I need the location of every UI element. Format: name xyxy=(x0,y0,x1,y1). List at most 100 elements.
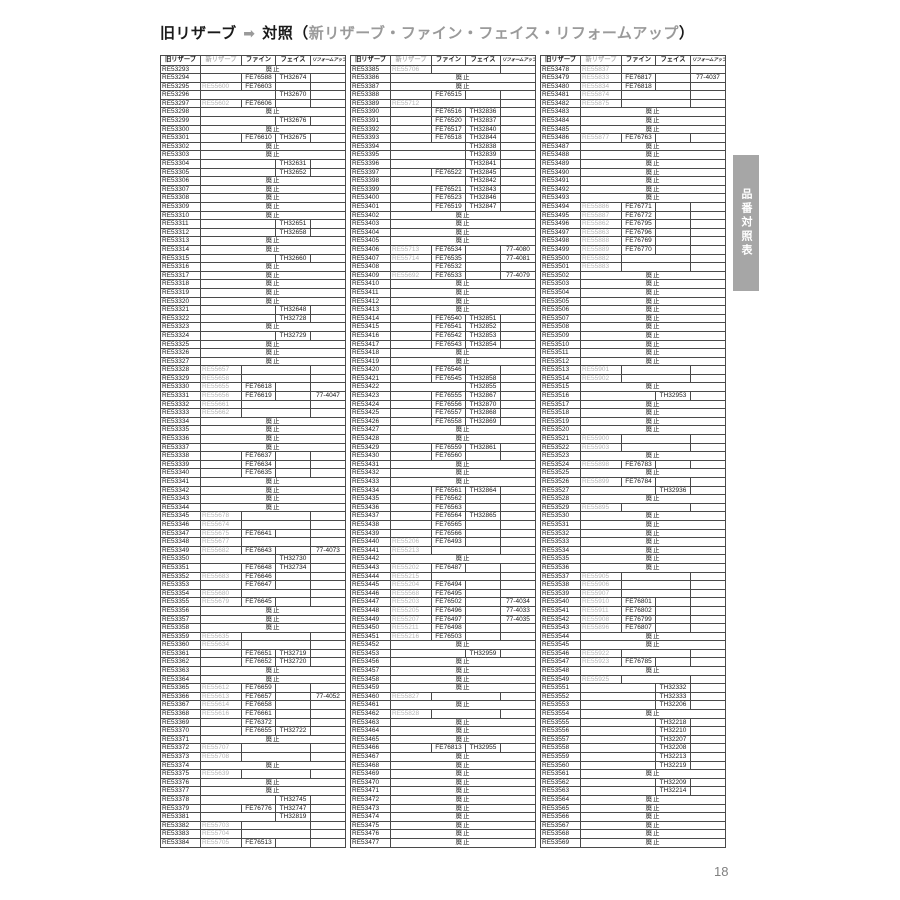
empty-cell xyxy=(500,399,536,410)
new-reserve-code: RE55911 xyxy=(580,605,622,616)
empty-cell xyxy=(500,116,536,126)
table-row: RE53544 廃止 xyxy=(540,631,726,642)
face-code: TH32648 xyxy=(275,305,311,315)
old-reserve-code: RE53449 xyxy=(350,614,391,625)
face-code: TH32333 xyxy=(655,691,691,702)
empty-cell xyxy=(690,477,726,487)
empty-cell xyxy=(200,657,242,668)
old-reserve-code: RE53442 xyxy=(350,554,391,564)
new-reserve-code: RE55705 xyxy=(200,837,242,848)
discontinued-cell: 廃止 xyxy=(580,167,726,178)
table-header-row: 旧リザーブ 新リザーブ ファイン フェイス リフォームアップ xyxy=(350,55,536,66)
empty-cell xyxy=(690,760,726,771)
fine-code: FE76498 xyxy=(431,623,466,633)
table-row: RE53488 廃止 xyxy=(540,150,726,161)
new-reserve-code: RE55679 xyxy=(200,597,242,607)
empty-cell xyxy=(310,90,346,100)
empty-cell xyxy=(500,442,536,453)
table-row: RE53419 廃止 xyxy=(350,356,536,367)
table-row: RE53308 廃止 xyxy=(160,193,346,203)
empty-cell xyxy=(500,502,536,513)
table-row: RE53469 廃止 xyxy=(350,769,536,779)
old-reserve-code: RE53422 xyxy=(350,382,391,393)
table-row: RE53482 RE55875 xyxy=(540,98,726,109)
old-reserve-code: RE53404 xyxy=(350,227,391,238)
fine-code: FE76564 xyxy=(431,511,466,521)
empty-cell xyxy=(275,528,311,539)
empty-cell xyxy=(500,519,536,530)
table-row: RE53477 廃止 xyxy=(350,837,536,848)
empty-cell xyxy=(200,313,276,324)
empty-cell xyxy=(500,141,536,152)
old-reserve-code: RE53554 xyxy=(540,709,581,719)
table-row: RE53565 廃止 xyxy=(540,803,726,814)
table-row: RE53480 RE55834 FE76818 xyxy=(540,81,726,92)
face-code: TH32841 xyxy=(465,159,501,169)
old-reserve-code: RE53513 xyxy=(540,365,581,375)
empty-cell xyxy=(500,580,536,590)
old-reserve-code: RE53338 xyxy=(160,451,201,461)
new-reserve-code: RE55899 xyxy=(580,477,622,487)
table-row: RE53420 FE76546 xyxy=(350,365,536,375)
empty-cell xyxy=(390,519,432,530)
fine-code: FE76542 xyxy=(431,330,466,341)
old-reserve-code: RE53413 xyxy=(350,305,391,315)
table-row: RE53539 RE55907 xyxy=(540,588,726,599)
table-row: RE53403 廃止 xyxy=(350,219,536,229)
old-reserve-code: RE53508 xyxy=(540,322,581,332)
empty-cell xyxy=(500,416,536,427)
table-row: RE53382 RE55703 xyxy=(160,820,346,831)
discontinued-cell: 廃止 xyxy=(580,193,726,203)
fine-code: FE76796 xyxy=(621,227,656,238)
discontinued-cell: 廃止 xyxy=(580,184,726,195)
sidebar-tab-part-number-index[interactable]: 品番対照表 xyxy=(733,155,759,291)
empty-cell xyxy=(690,726,726,736)
empty-cell xyxy=(690,434,726,444)
old-reserve-code: RE53366 xyxy=(160,691,201,702)
empty-cell xyxy=(200,717,242,728)
fine-code: FE76784 xyxy=(621,477,656,487)
table-row: RE53457 廃止 xyxy=(350,666,536,676)
fine-code: FE76658 xyxy=(241,700,276,711)
discontinued-cell: 廃止 xyxy=(200,614,346,625)
empty-cell xyxy=(500,365,536,375)
fine-code: FE76565 xyxy=(431,519,466,530)
new-reserve-code: RE55657 xyxy=(200,365,242,375)
table-row: RE53552 TH32333 xyxy=(540,691,726,702)
empty-cell xyxy=(390,494,432,504)
fine-code: FE76637 xyxy=(241,451,276,461)
empty-cell xyxy=(500,545,536,556)
empty-cell xyxy=(310,657,346,668)
new-reserve-code: RE55207 xyxy=(390,614,432,625)
discontinued-cell: 廃止 xyxy=(580,176,726,186)
old-reserve-code: RE53401 xyxy=(350,202,391,212)
empty-cell xyxy=(200,648,242,659)
empty-cell xyxy=(200,219,276,229)
old-reserve-code: RE53529 xyxy=(540,502,581,513)
table-row: RE53322 TH32728 xyxy=(160,313,346,324)
discontinued-cell: 廃止 xyxy=(580,356,726,367)
new-reserve-code: RE55692 xyxy=(390,270,432,281)
face-code: TH32675 xyxy=(275,133,311,143)
empty-cell xyxy=(500,313,536,324)
empty-cell xyxy=(655,605,691,616)
new-reserve-code: RE55888 xyxy=(580,236,622,246)
old-reserve-code: RE53370 xyxy=(160,726,201,736)
fine-code: FE76817 xyxy=(621,73,656,83)
table-row: RE53485 廃止 xyxy=(540,124,726,135)
empty-cell xyxy=(655,236,691,246)
empty-cell xyxy=(431,691,501,702)
old-reserve-code: RE53477 xyxy=(350,837,391,848)
discontinued-cell: 廃止 xyxy=(580,528,726,539)
table-row: RE53293 廃止 xyxy=(160,64,346,75)
old-reserve-code: RE53306 xyxy=(160,176,201,186)
fine-code: FE76799 xyxy=(621,614,656,625)
old-reserve-code: RE53478 xyxy=(540,64,581,75)
title-targets: 新リザーブ・ファイン・フェイス・リフォームアップ xyxy=(308,25,679,42)
table-row: RE53309 廃止 xyxy=(160,202,346,212)
table-row: RE53566 廃止 xyxy=(540,812,726,822)
discontinued-cell: 廃止 xyxy=(200,485,346,496)
table-row: RE53319 廃止 xyxy=(160,287,346,298)
table-row: RE53434 FE76561 TH32864 xyxy=(350,485,536,496)
empty-cell xyxy=(241,820,311,831)
